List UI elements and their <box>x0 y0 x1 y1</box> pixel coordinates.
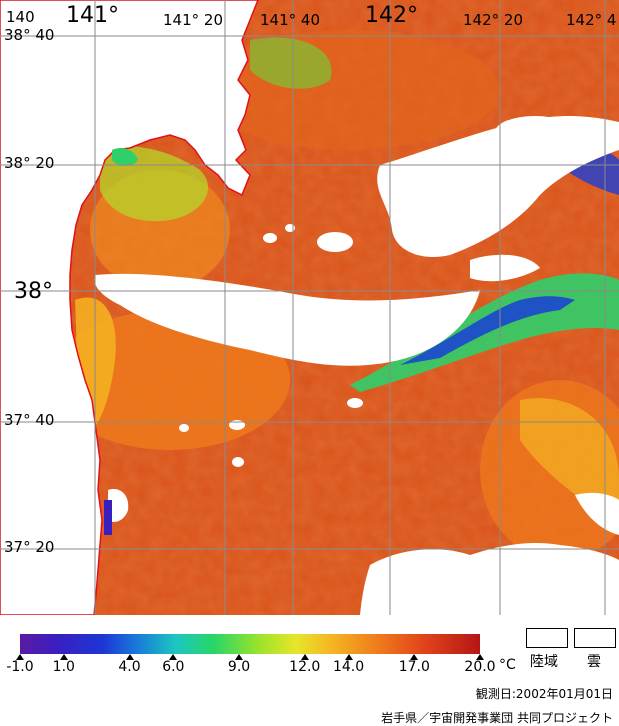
colorbar-tick-label: 6.0 <box>162 659 185 675</box>
cloud-patch <box>495 116 575 148</box>
colorbar-tick-label: 17.0 <box>398 659 430 675</box>
lon-label-140: 140 <box>6 8 35 26</box>
lon-label-142-20: 142° 20 <box>463 11 523 29</box>
lon-label-142-40: 142° 4 <box>566 11 617 29</box>
lon-label-141-20: 141° 20 <box>163 11 223 29</box>
colorbar-tick-label: 9.0 <box>227 659 251 675</box>
lat-label-37-40: 37° 40 <box>4 411 55 429</box>
colorbar-tick-mark <box>300 654 309 660</box>
colorbar-unit: °C <box>499 657 516 673</box>
sst-map-canvas <box>0 0 619 615</box>
lon-label-142: 142° <box>365 3 418 28</box>
thermal-front-cold-core <box>400 296 575 365</box>
colorbar-tick-mark <box>476 654 484 660</box>
cloud-patch <box>108 489 129 522</box>
cloud-patch <box>179 424 189 432</box>
cloud-legend-label: 雲 <box>587 654 601 670</box>
colorbar-tick-mark <box>235 654 244 660</box>
colorbar-tick-mark <box>125 654 134 660</box>
colorbar-tick-mark <box>169 654 178 660</box>
lon-label-141-40: 141° 40 <box>260 11 320 29</box>
colorbar-tick-label: 14.0 <box>332 659 365 675</box>
cloud-patch <box>263 233 277 243</box>
graticule <box>0 0 619 615</box>
observation-date: 観測日:2002年01月01日 <box>475 687 613 701</box>
cloud-patch <box>232 457 244 467</box>
colorbar-tick-label: -1.0 <box>6 659 34 675</box>
cloud-band <box>94 273 480 366</box>
land-coast <box>0 0 259 615</box>
colorbar-tick-mark <box>59 654 68 660</box>
temperature-colorbar <box>20 634 480 654</box>
colorbar-tick-label: 1.0 <box>52 659 75 675</box>
colorbar-tick-label: 20.0 <box>464 659 496 675</box>
coastal-blue-spot <box>104 500 112 535</box>
credit-line: 岩手県／宇宙開発事業団 共同プロジェクト <box>381 711 613 725</box>
cloud-patch <box>470 254 540 282</box>
colorbar-tick-mark <box>344 654 353 660</box>
cloud-patch <box>317 232 353 252</box>
cloud-legend-swatch <box>574 628 616 648</box>
coastal-green-spot <box>112 148 138 166</box>
colorbar-tick-mark <box>410 654 419 660</box>
colorbar-tick-mark <box>16 654 24 660</box>
cloud-patch <box>575 492 619 535</box>
coastal-cool-water <box>250 37 332 89</box>
lat-label-38-40: 38° 40 <box>4 26 55 44</box>
lon-label-141: 141° <box>66 3 119 28</box>
sst-map: 140 141° 141° 20 141° 40 142° 142° 20 14… <box>0 0 619 615</box>
cloud-patch <box>347 398 363 408</box>
land-legend-swatch <box>526 628 568 648</box>
cloud-patch <box>360 543 619 615</box>
colorbar-tick-label: 4.0 <box>118 659 141 675</box>
lat-label-38-20: 38° 20 <box>4 154 55 172</box>
lat-label-37-20: 37° 20 <box>4 538 55 556</box>
land-legend-label: 陸域 <box>530 654 558 670</box>
sea-patch <box>520 398 619 520</box>
lat-label-38: 38° <box>14 279 53 304</box>
cloud-patch <box>377 116 619 258</box>
colorbar-tick-label: 12.0 <box>289 659 321 675</box>
